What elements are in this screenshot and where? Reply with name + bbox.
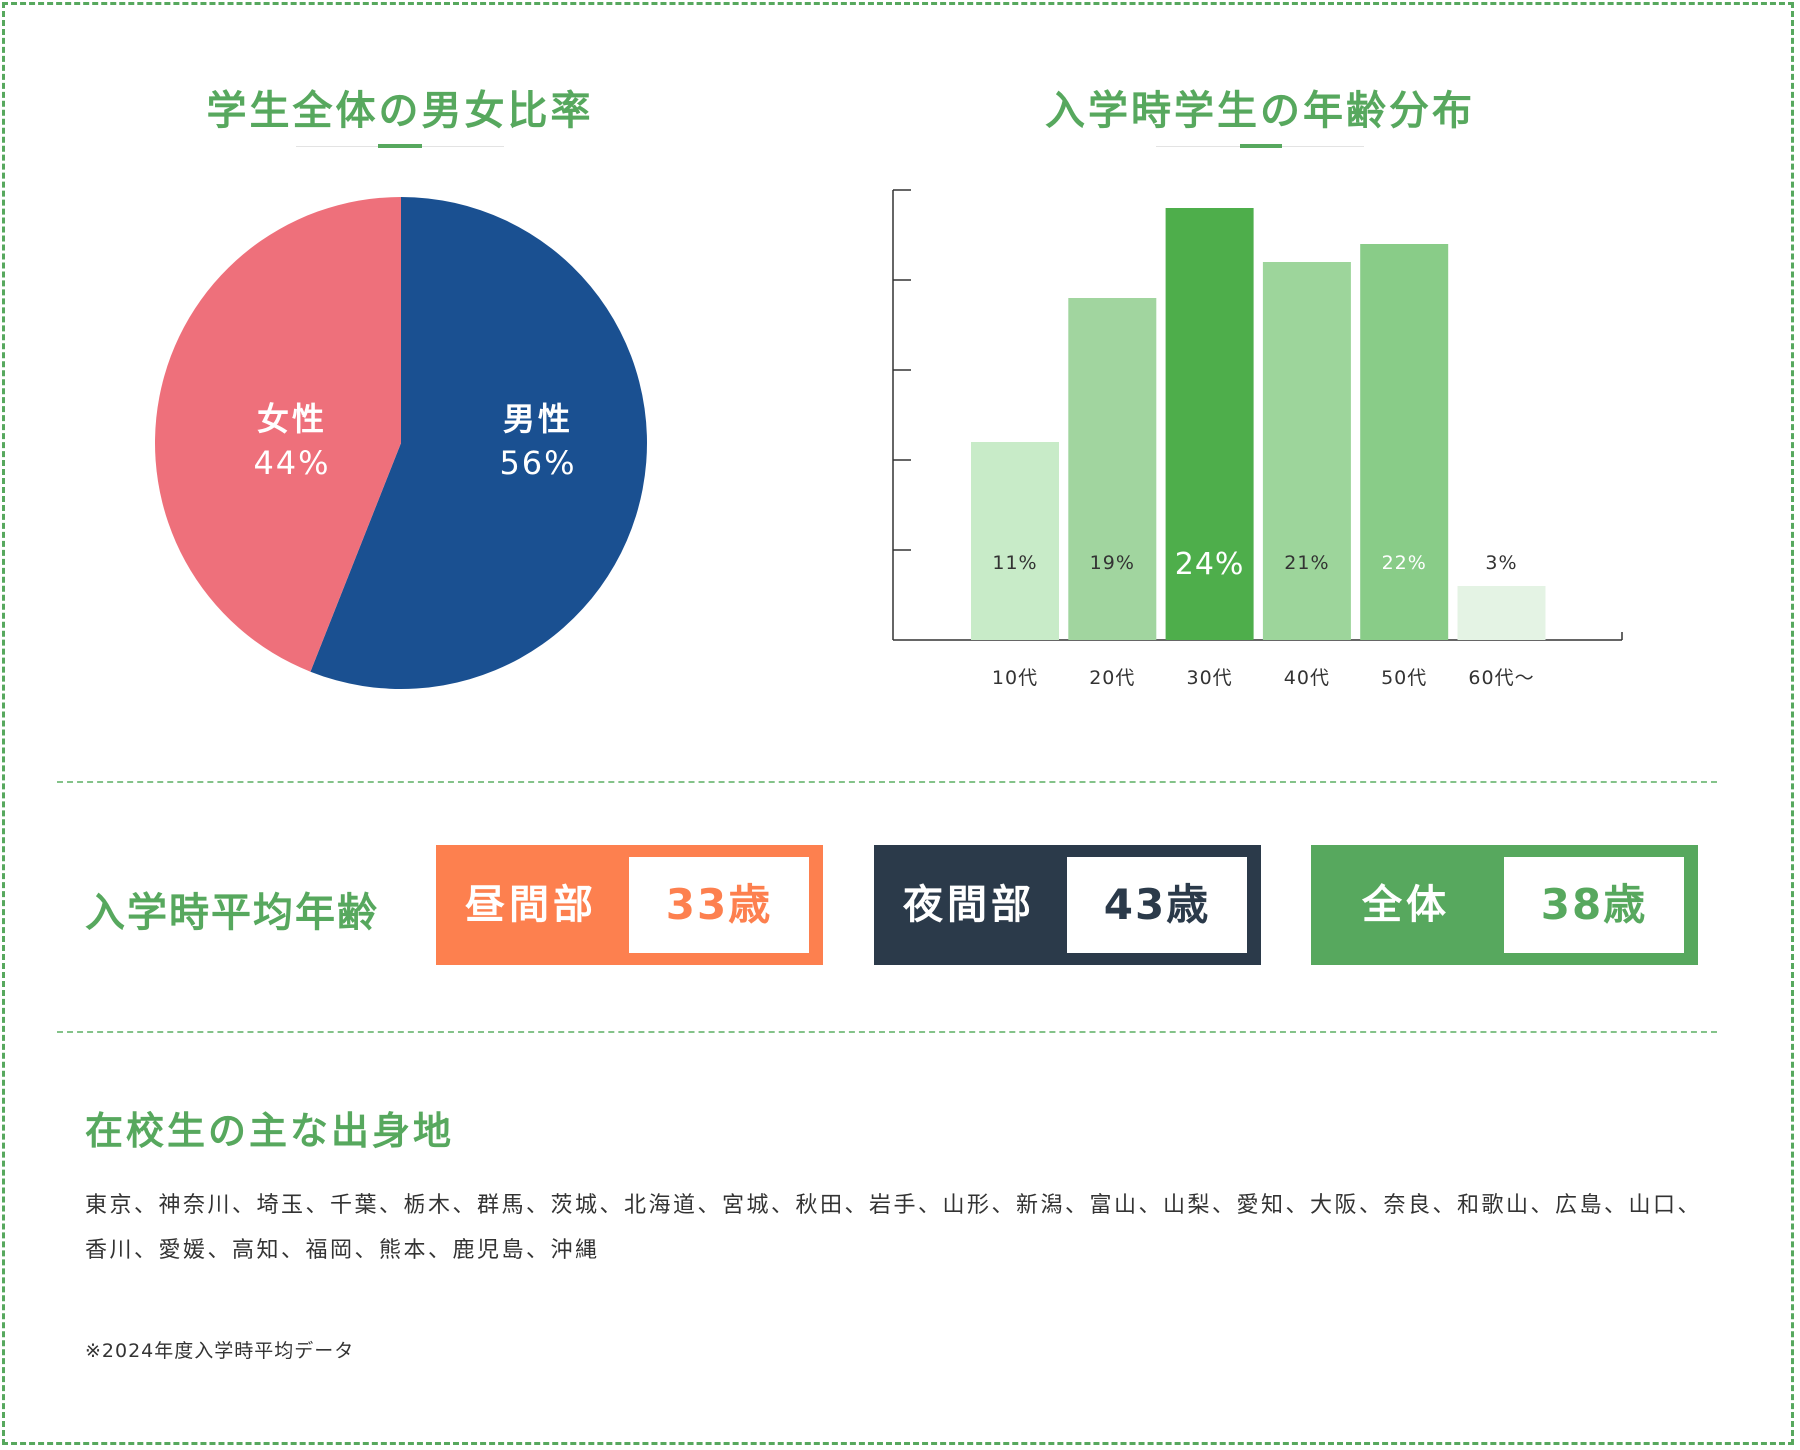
average-age-night-value: 43歳 xyxy=(1067,857,1247,953)
origins-list: 東京、神奈川、埼玉、千葉、栃木、群馬、茨城、北海道、宮城、秋田、岩手、山形、新潟… xyxy=(85,1193,1703,1263)
pie-chart-title: 学生全体の男女比率 xyxy=(206,88,594,134)
section-divider-bottom xyxy=(57,1031,1717,1033)
footnote: ※2024年度入学時平均データ xyxy=(85,1340,355,1362)
bar-title-accent xyxy=(1240,144,1282,148)
bar-chart-title: 入学時学生の年齢分布 xyxy=(1045,88,1475,134)
average-age-night-box: 夜間部 43歳 xyxy=(874,845,1261,965)
average-age-total-value: 38歳 xyxy=(1504,857,1684,953)
average-age-total-box: 全体 38歳 xyxy=(1311,845,1698,965)
average-age-day-name: 昼間部 xyxy=(465,882,597,928)
pie-title-accent xyxy=(378,144,422,148)
average-age-day-box: 昼間部 33歳 xyxy=(436,845,823,965)
origins-title: 在校生の主な出身地 xyxy=(85,1109,455,1153)
average-age-day-value: 33歳 xyxy=(629,857,809,953)
average-age-total-name: 全体 xyxy=(1362,882,1450,928)
average-age-label: 入学時平均年齢 xyxy=(85,890,379,936)
section-divider-top xyxy=(57,781,1717,783)
average-age-night-name: 夜間部 xyxy=(903,882,1035,928)
